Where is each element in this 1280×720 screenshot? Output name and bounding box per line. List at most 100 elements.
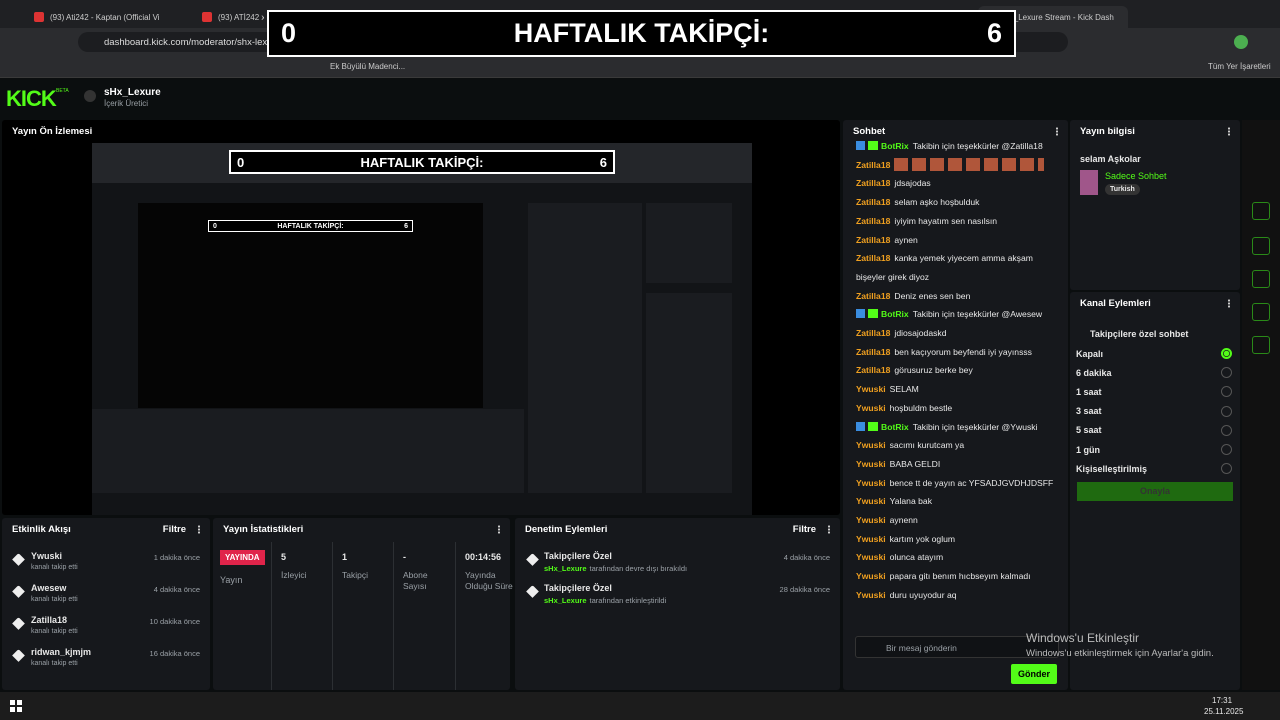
chat-user[interactable]: BotRix bbox=[881, 309, 909, 320]
chat-user[interactable]: Zatilla18 bbox=[856, 215, 891, 226]
chat-user[interactable]: Ywuski bbox=[856, 589, 886, 600]
chat-message: BotRix Takibin için teşekkürler @Ywuski bbox=[856, 418, 1061, 437]
category[interactable]: Sadece Sohbet bbox=[1105, 171, 1167, 181]
icon-rail bbox=[1242, 120, 1280, 690]
chat-user[interactable]: BotRix bbox=[881, 421, 909, 432]
follower-name[interactable]: ridwan_kjmjm bbox=[31, 647, 92, 657]
stat-label: Yayında Olduğu Süre bbox=[465, 570, 513, 591]
heart-icon bbox=[12, 617, 25, 630]
tag[interactable]: Turkish bbox=[1105, 184, 1140, 195]
chat-message: Ywuski bence tt de yayın ac YFSADJGVDHJDS… bbox=[856, 474, 1061, 493]
overlay-left: 0 bbox=[213, 222, 217, 230]
send-button[interactable]: Gönder bbox=[1011, 664, 1058, 684]
actions-title: Kanal Eylemleri bbox=[1080, 297, 1151, 309]
chat-text: jdsajodas bbox=[894, 178, 931, 189]
confirm-button[interactable]: Onayla bbox=[1077, 482, 1233, 501]
chat-user[interactable]: Ywuski bbox=[856, 533, 886, 544]
chat-input[interactable]: Bir mesaj gönderin bbox=[855, 636, 1059, 658]
start-button[interactable] bbox=[10, 700, 22, 712]
timeout-option[interactable]: Kapalı bbox=[1076, 344, 1232, 363]
chat-user[interactable]: Ywuski bbox=[856, 458, 886, 469]
overlay-right: 6 bbox=[404, 222, 408, 230]
radio bbox=[1221, 424, 1232, 436]
follow-time: 10 dakika önce bbox=[149, 617, 200, 626]
actions-subtitle[interactable]: Takipçilere özel sohbet bbox=[1090, 329, 1189, 339]
rail-icon[interactable] bbox=[1252, 202, 1270, 220]
filter[interactable]: Filtre bbox=[792, 523, 816, 535]
timeout-option[interactable]: Kişiselleştirilmiş bbox=[1076, 459, 1232, 478]
bookmark[interactable]: Ek Büyülü Madenci... bbox=[330, 62, 406, 71]
rail-icon[interactable] bbox=[1252, 270, 1270, 288]
stat-label: Abone Sayısı bbox=[403, 570, 428, 591]
chat-text: sacımı kurutcam ya bbox=[889, 440, 965, 451]
follower-name[interactable]: Ywuski bbox=[31, 551, 63, 561]
chat-user[interactable]: Ywuski bbox=[856, 384, 886, 395]
preview-video: 0 HAFTALIK TAKİPÇİ: 6 0 HAFTALIK TAKİPÇİ… bbox=[92, 143, 752, 515]
preview-header: Yayın Ön İzlemesi bbox=[2, 120, 840, 142]
chat-user[interactable]: Ywuski bbox=[856, 402, 886, 413]
chat-user[interactable]: Ywuski bbox=[856, 496, 886, 507]
activity-title: Etkinlik Akışı bbox=[12, 523, 71, 535]
chat-messages: BotRix Takibin için teşekkürler @Zatilla1… bbox=[856, 137, 1061, 605]
rail-icon[interactable] bbox=[1252, 336, 1270, 354]
stats-panel: Yayın İstatistikleri YAYINDA Yayın 5 İzle… bbox=[213, 518, 513, 690]
tab[interactable]: (93) Ati242 - Kaptan (Official Vi bbox=[28, 6, 190, 28]
timeout-option[interactable]: 1 gün bbox=[1076, 440, 1232, 459]
rail-icon[interactable] bbox=[1252, 237, 1270, 255]
emotes bbox=[894, 157, 1045, 171]
action-text: tarafından etkinleştirildi bbox=[589, 596, 667, 605]
profile[interactable] bbox=[1234, 35, 1248, 49]
heart-icon bbox=[12, 585, 25, 598]
rail-icon[interactable] bbox=[1252, 303, 1270, 321]
stats-header: Yayın İstatistikleri bbox=[213, 518, 510, 540]
overlay-title: HAFTALIK TAKİPÇİ: bbox=[277, 222, 344, 230]
option-label: 1 saat bbox=[1076, 386, 1102, 397]
timeout-option[interactable]: 5 saat bbox=[1076, 421, 1232, 440]
nested-preview: 0 HAFTALIK TAKİPÇİ: 6 bbox=[138, 203, 483, 408]
follower-name[interactable]: Zatilla18 bbox=[31, 615, 68, 625]
radio bbox=[1221, 386, 1232, 398]
action-user[interactable]: sHx_Lexure bbox=[544, 564, 587, 573]
chat-user[interactable]: BotRix bbox=[881, 141, 909, 151]
chat-user[interactable]: Ywuski bbox=[856, 552, 886, 563]
chat-user[interactable]: Ywuski bbox=[856, 477, 886, 488]
chat-user[interactable]: Zatilla18 bbox=[856, 346, 891, 357]
filter[interactable]: Filtre bbox=[162, 523, 186, 535]
chat-user[interactable]: Zatilla18 bbox=[856, 365, 891, 376]
activity-header: Etkinlik Akışı Filtre bbox=[2, 518, 210, 540]
chat-user[interactable]: Zatilla18 bbox=[856, 290, 891, 301]
chat-user[interactable]: Zatilla18 bbox=[856, 328, 891, 339]
chat-text: hoşbuldm bestle bbox=[889, 402, 953, 413]
chat-message: Zatilla18 bbox=[856, 156, 1061, 175]
chat-text: aynen bbox=[894, 234, 918, 245]
chat-text: papara gitı benım hıcbseyım kalmadı bbox=[889, 571, 1031, 582]
heart-icon bbox=[12, 553, 25, 566]
action-user[interactable]: sHx_Lexure bbox=[544, 596, 587, 605]
logo[interactable]: KICK bbox=[6, 86, 57, 111]
timeout-option[interactable]: 1 saat bbox=[1076, 382, 1232, 401]
chat-user[interactable]: Ywuski bbox=[856, 440, 886, 451]
chat-text: Takibin için teşekkürler @Awesew bbox=[912, 309, 1043, 320]
bot-badges bbox=[856, 421, 878, 431]
bookmarks-bar: Ek Büyülü Madenci... Tüm Yer İşaretleri bbox=[0, 56, 1280, 78]
timeout-option[interactable]: 3 saat bbox=[1076, 402, 1232, 421]
chat-message: Zatilla18 iyiyim hayatım sen nasılsın bbox=[856, 212, 1061, 231]
timeout-option[interactable]: 6 dakika bbox=[1076, 363, 1232, 382]
chat-user[interactable]: Zatilla18 bbox=[856, 253, 891, 264]
chat-text: Yalana bak bbox=[889, 496, 932, 507]
chat-user[interactable]: Zatilla18 bbox=[856, 159, 891, 170]
action-time: 4 dakika önce bbox=[783, 553, 830, 562]
chat-user[interactable]: Zatilla18 bbox=[856, 197, 891, 208]
channel-name[interactable]: sHx_Lexure bbox=[104, 87, 161, 98]
tab[interactable]: (93) ATİ242 x UZ bbox=[196, 6, 264, 28]
all-bookmarks[interactable]: Tüm Yer İşaretleri bbox=[1208, 62, 1271, 71]
chat-title: Sohbet bbox=[853, 125, 886, 137]
chat-message: Zatilla18 jdiosajodaskd bbox=[856, 324, 1061, 343]
chat-user[interactable]: Zatilla18 bbox=[856, 234, 891, 245]
chat-user[interactable]: Zatilla18 bbox=[856, 178, 891, 189]
chat-user[interactable]: Ywuski bbox=[856, 515, 886, 526]
chat-user[interactable]: Ywuski bbox=[856, 571, 886, 582]
follower-name[interactable]: Awesew bbox=[31, 583, 67, 593]
activity-panel: Etkinlik Akışı Filtre Ywuski kanalı takip … bbox=[2, 518, 210, 690]
preview-title: Yayın Ön İzlemesi bbox=[12, 125, 93, 137]
